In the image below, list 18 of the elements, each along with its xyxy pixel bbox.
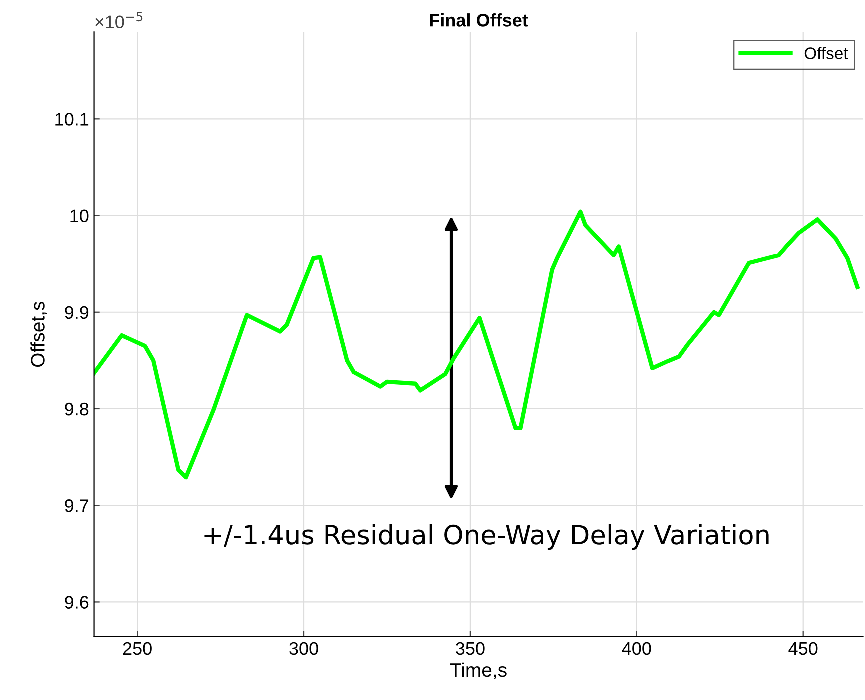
annotation: +/-1.4us Residual One-Way Delay Variation [204, 524, 769, 550]
y-tick-label: 9.7 [65, 500, 89, 512]
chart-title: Final Offset [430, 14, 528, 27]
x-tick-label: 300 [290, 642, 318, 656]
legend-label: Offset [804, 47, 848, 60]
y-tick-label: 9.9 [65, 306, 89, 320]
x-tick-label: 350 [456, 642, 485, 656]
x-tick-label: 400 [622, 642, 652, 656]
y-tick-label: 9.6 [65, 596, 89, 609]
y-tick-label: 9.8 [65, 402, 89, 416]
line-series [94, 210, 860, 480]
x-axis-title: Time,s [450, 662, 507, 680]
y-tick-label: 10 [70, 210, 89, 222]
x-tick-label: 450 [788, 642, 818, 656]
x-tick-label: 250 [123, 642, 152, 656]
text: ×10$^{−5}$ [96, 12, 143, 29]
y-axis-title: Offset,s [30, 302, 48, 368]
y-tick-label: 10.1 [56, 113, 89, 126]
